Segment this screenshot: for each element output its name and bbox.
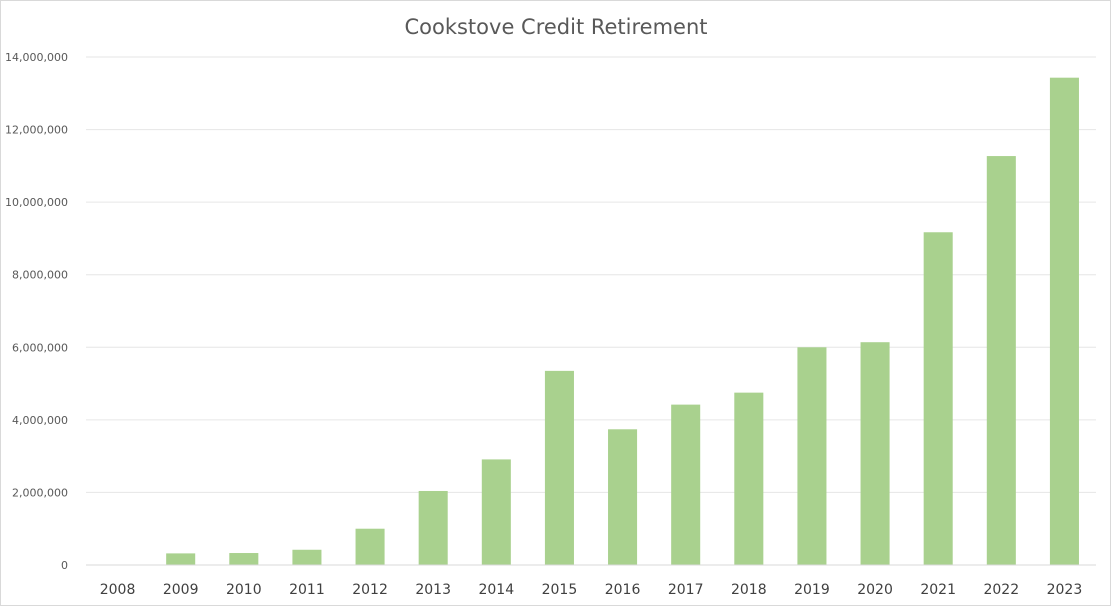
y-tick-label: 14,000,000: [5, 51, 68, 64]
x-tick-label: 2015: [542, 582, 578, 598]
x-tick-label: 2023: [1047, 582, 1083, 598]
bar-2021: [923, 232, 953, 565]
x-tick-label: 2014: [478, 582, 514, 598]
x-tick-label: 2021: [920, 582, 956, 598]
x-tick-label: 2009: [163, 582, 199, 598]
y-tick-label: 6,000,000: [12, 341, 68, 354]
x-tick-label: 2018: [731, 582, 767, 598]
y-tick-label: 4,000,000: [12, 414, 68, 427]
bars: [166, 77, 1079, 565]
bar-2010: [229, 553, 259, 565]
bar-2020: [860, 342, 890, 565]
bar-2015: [544, 370, 574, 565]
x-tick-label: 2012: [352, 582, 388, 598]
x-tick-label: 2017: [668, 582, 704, 598]
x-tick-label: 2020: [857, 582, 893, 598]
x-axis-ticks: 2008 2009 2010 2011 2012 2013 2014 2015 2016 2017…: [100, 582, 1083, 598]
bar-2019: [797, 347, 827, 565]
x-tick-label: 2013: [415, 582, 451, 598]
bar-2017: [671, 404, 701, 565]
bar-2009: [166, 553, 196, 565]
y-axis-ticks: 0 2,000,000 4,000,000 6,000,000 8,000,000 10,…: [5, 51, 68, 572]
chart-title: Cookstove Credit Retirement: [404, 15, 707, 39]
y-tick-label: 8,000,000: [12, 269, 68, 282]
x-tick-label: 2019: [794, 582, 830, 598]
x-tick-label: 2011: [289, 582, 325, 598]
y-tick-label: 0: [61, 559, 68, 572]
bar-2014: [481, 459, 511, 565]
bar-2018: [734, 392, 764, 565]
y-tick-label: 10,000,000: [5, 196, 68, 209]
bar-2023: [1049, 77, 1079, 565]
x-tick-label: 2016: [605, 582, 641, 598]
x-tick-label: 2010: [226, 582, 262, 598]
y-tick-label: 2,000,000: [12, 486, 68, 499]
bar-2016: [608, 429, 638, 565]
gridlines: [86, 56, 1096, 493]
y-tick-label: 12,000,000: [5, 124, 68, 137]
bar-2013: [418, 490, 448, 565]
x-tick-label: 2022: [983, 582, 1019, 598]
x-tick-label: 2008: [100, 582, 136, 598]
bar-2011: [292, 549, 322, 565]
bar-2012: [355, 528, 385, 565]
bar-2022: [986, 156, 1016, 565]
